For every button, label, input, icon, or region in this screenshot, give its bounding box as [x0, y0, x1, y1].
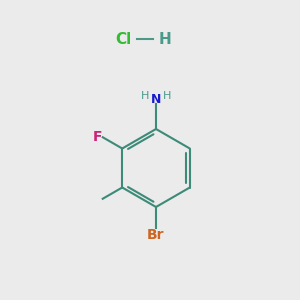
Text: H: H: [163, 91, 172, 101]
Text: Cl: Cl: [115, 32, 131, 46]
Text: Br: Br: [147, 228, 165, 242]
Text: H: H: [159, 32, 171, 46]
Text: N: N: [151, 93, 161, 106]
Text: F: F: [93, 130, 102, 144]
Text: H: H: [140, 91, 149, 101]
